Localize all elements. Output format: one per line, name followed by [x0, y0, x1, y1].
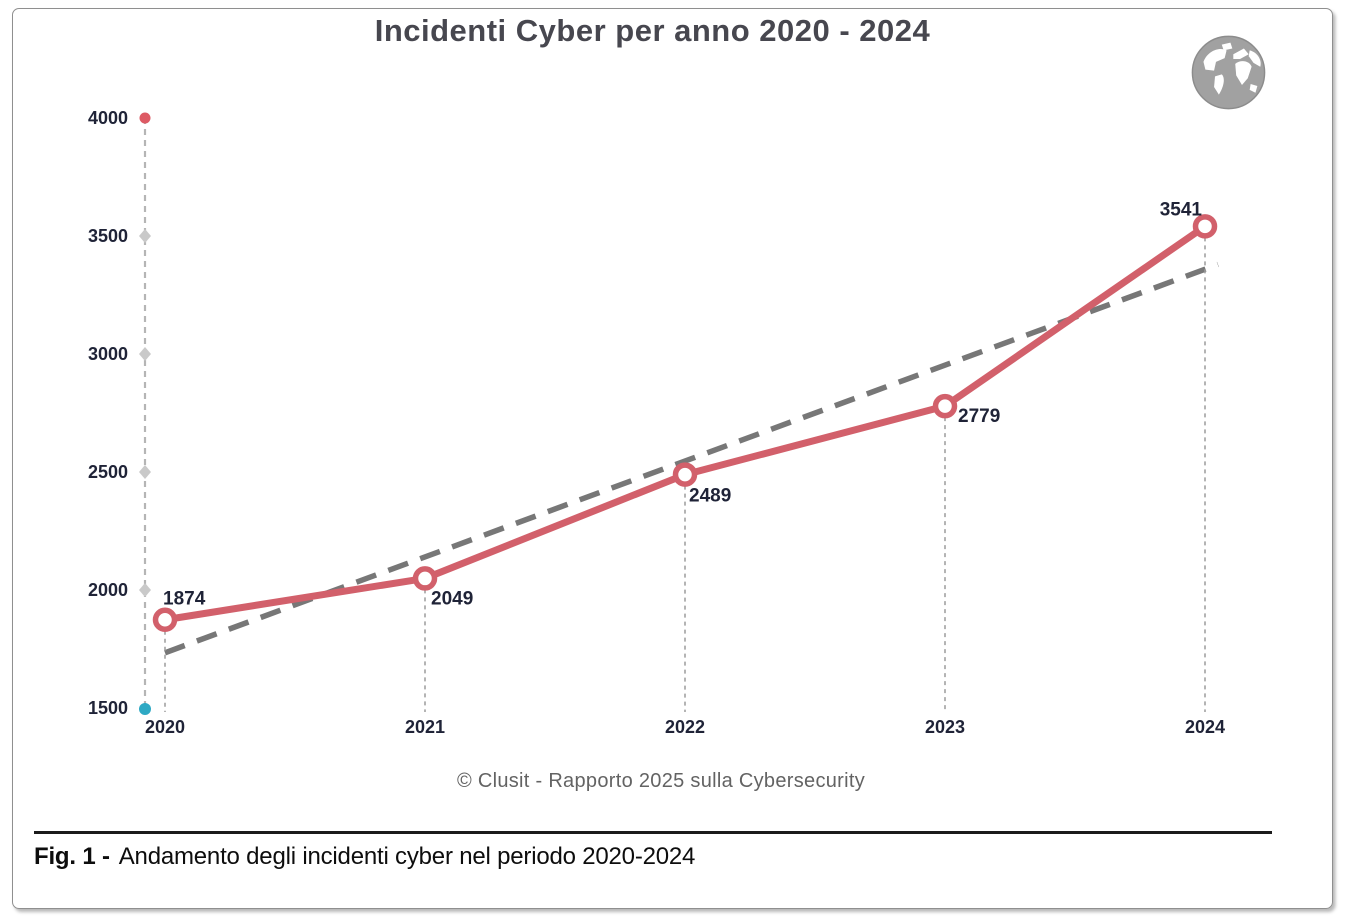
figure-number: Fig. 1 - [34, 843, 110, 870]
y-tick-diamond [139, 229, 151, 243]
data-point-2020 [152, 607, 178, 632]
caption-divider [34, 831, 1272, 834]
y-tick-diamond [139, 583, 151, 597]
y-axis-bottom-dot [139, 703, 151, 715]
data-point-2024 [1192, 214, 1218, 239]
y-tick-label: 4000 [88, 108, 128, 128]
x-tick-label-2024: 2024 [1185, 717, 1225, 737]
figure-caption: Fig. 1 - Andamento degli incidenti cyber … [34, 843, 695, 871]
x-tick-label-2023: 2023 [925, 717, 965, 737]
x-tick-label-2022: 2022 [665, 717, 705, 737]
data-point-2023 [932, 393, 958, 419]
y-tick-label: 3000 [88, 344, 128, 364]
data-point-2022 [672, 462, 698, 487]
value-label-2024: 3541 [1160, 199, 1203, 220]
y-tick-label: 3500 [88, 226, 128, 246]
source-credit: © Clusit - Rapporto 2025 sulla Cybersecu… [456, 770, 866, 792]
value-label-2020: 1874 [163, 589, 206, 610]
y-tick-label: 2000 [88, 580, 128, 600]
y-tick-diamond [139, 465, 151, 479]
globe-icon [1190, 34, 1267, 111]
chart-title: Incidenti Cyber per anno 2020 - 2024 [374, 13, 931, 48]
x-tick-label-2021: 2021 [405, 717, 445, 737]
value-label-2023: 2779 [958, 406, 1000, 427]
y-tick-label: 2500 [88, 462, 128, 482]
data-point-2021 [412, 566, 438, 591]
y-tick-diamond [139, 347, 151, 361]
figure-caption-text: Andamento degli incidenti cyber nel peri… [118, 843, 696, 870]
value-label-2021: 2049 [431, 588, 473, 609]
trend-line [164, 261, 1219, 656]
globe-icon-svg [1191, 35, 1266, 110]
value-label-2022: 2489 [689, 486, 731, 507]
y-tick-label: 1500 [88, 698, 128, 718]
y-axis-top-dot [139, 112, 151, 124]
x-tick-label-2020: 2020 [145, 717, 185, 737]
